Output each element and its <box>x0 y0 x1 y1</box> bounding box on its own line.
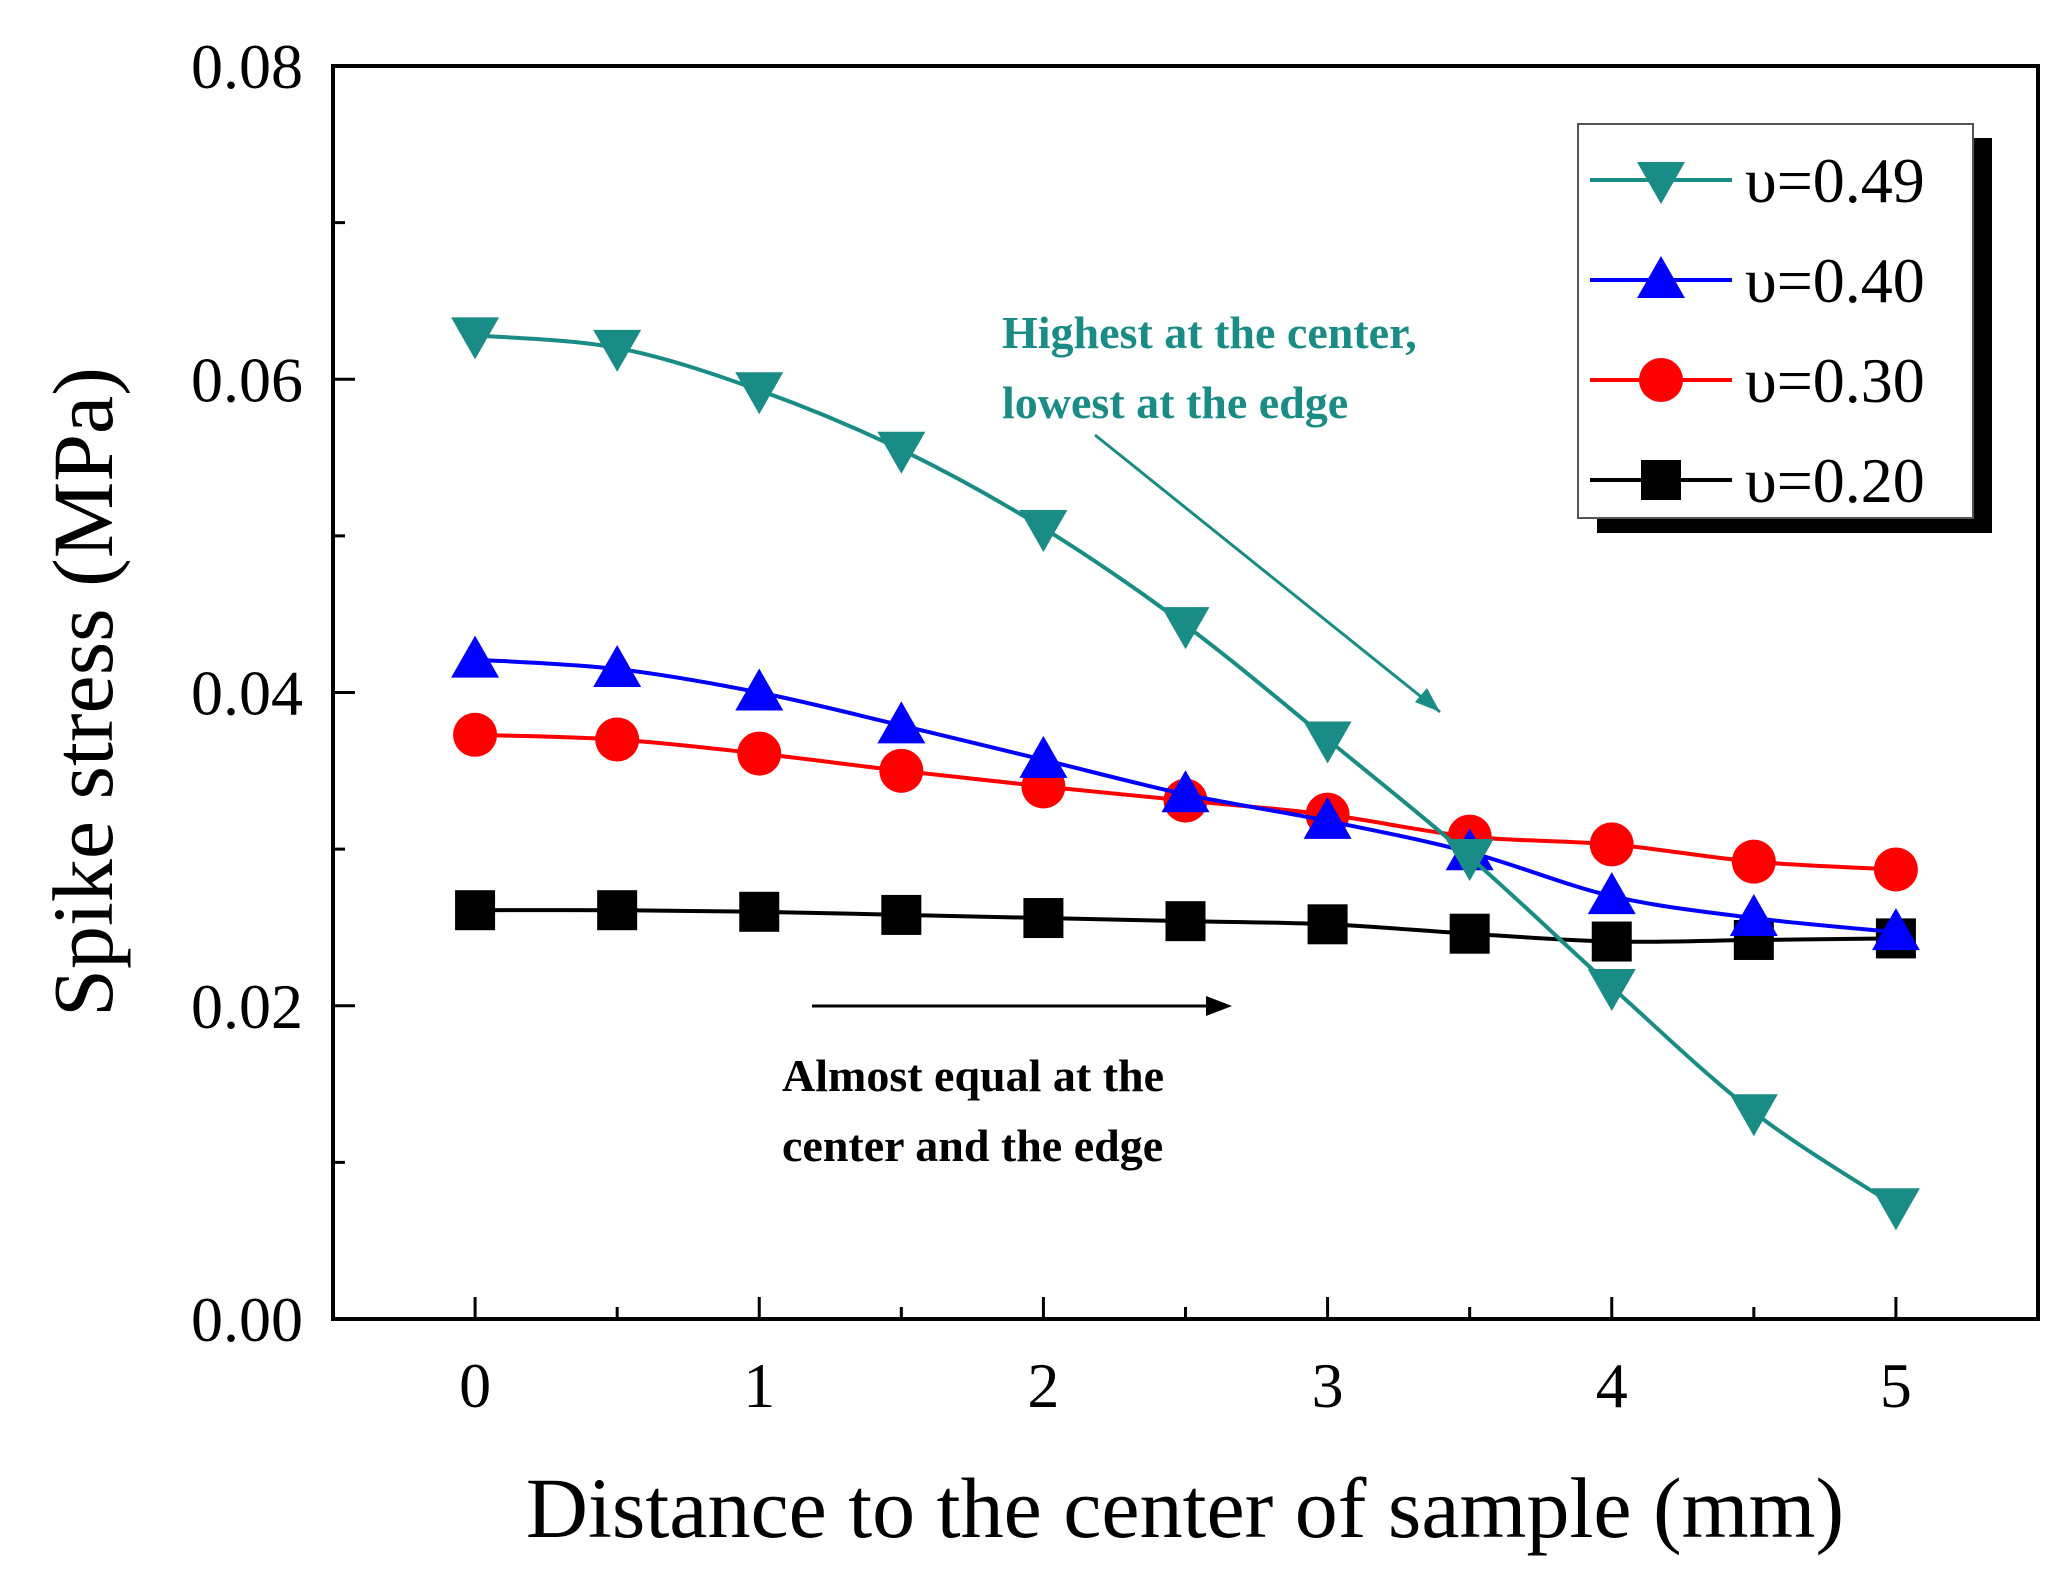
legend-item: υ=0.40 <box>1590 245 1925 316</box>
legend-item: υ=0.20 <box>1590 445 1925 516</box>
data-point <box>737 731 782 776</box>
data-point <box>1161 770 1210 813</box>
data-point <box>1591 921 1632 962</box>
data-point <box>1165 901 1206 942</box>
legend-label: υ=0.20 <box>1745 445 1925 516</box>
data-point <box>595 717 640 762</box>
data-point <box>593 645 642 688</box>
legend-item: υ=0.49 <box>1590 145 1925 216</box>
x-axis-title: Distance to the center of sample (mm) <box>526 1460 1844 1556</box>
data-point <box>1303 796 1352 839</box>
annotation-1-arrow <box>1094 433 1441 714</box>
annotation-2-line-2: center and the edge <box>782 1120 1163 1171</box>
x-tick-label: 4 <box>1596 1350 1628 1421</box>
data-point <box>877 701 926 744</box>
data-point <box>1729 894 1778 937</box>
data-point <box>455 890 496 931</box>
legend-items: υ=0.49 υ=0.40 υ=0.30 υ=0.20 <box>1590 145 1925 516</box>
y-tick-label: 0.04 <box>191 658 303 729</box>
y-tick-label: 0.00 <box>191 1284 303 1355</box>
data-point <box>739 891 780 932</box>
data-point <box>1307 904 1348 945</box>
data-point <box>1019 735 1068 778</box>
data-point <box>1587 872 1636 915</box>
y-axis-title: Spike stress (MPa) <box>35 367 131 1017</box>
data-point <box>1731 839 1776 884</box>
data-point <box>1303 721 1352 764</box>
legend-marker <box>1637 162 1685 204</box>
x-tick-label: 1 <box>743 1350 775 1421</box>
x-tick-label: 0 <box>459 1350 491 1421</box>
data-point <box>1161 607 1210 650</box>
data-point <box>1449 913 1490 954</box>
data-point <box>451 317 500 360</box>
data-point <box>735 668 784 711</box>
annotation-2-arrowhead <box>1206 996 1232 1016</box>
legend-marker <box>1639 358 1683 402</box>
legend-label: υ=0.30 <box>1745 345 1925 416</box>
x-tick-label: 3 <box>1312 1350 1344 1421</box>
data-point <box>735 372 784 415</box>
y-tick-label: 0.08 <box>191 31 303 102</box>
data-point <box>877 431 926 474</box>
data-point <box>451 635 500 678</box>
annotations: Highest at the center, lowest at the edg… <box>782 307 1441 1171</box>
x-tick-label: 2 <box>1027 1350 1059 1421</box>
data-point <box>879 748 924 793</box>
legend-box <box>1577 123 1974 519</box>
legend-label: υ=0.49 <box>1745 145 1925 216</box>
legend-marker <box>1637 256 1685 298</box>
legend: υ=0.49 υ=0.40 υ=0.30 υ=0.20 <box>1577 123 1992 533</box>
data-point <box>1873 847 1918 892</box>
series-line <box>474 333 1898 1208</box>
data-point <box>1871 1188 1920 1231</box>
axis-ticks: 0 1 2 3 4 5 0.00 0.02 0.04 0.06 0.08 <box>191 31 1912 1421</box>
data-point <box>597 890 638 931</box>
annotation-1-arrowhead <box>1415 688 1440 712</box>
data-point <box>1589 822 1634 867</box>
annotation-1-line-1: Highest at the center, <box>1002 307 1417 358</box>
legend-item: υ=0.30 <box>1590 345 1925 416</box>
data-point <box>593 329 642 372</box>
y-tick-label: 0.06 <box>191 344 303 415</box>
legend-marker <box>1641 460 1681 500</box>
data-point <box>1729 1094 1778 1137</box>
data-point <box>1023 898 1064 939</box>
data-point <box>881 894 922 935</box>
data-point <box>453 712 498 757</box>
y-tick-label: 0.02 <box>191 971 303 1042</box>
annotation-1-line-2: lowest at the edge <box>1002 377 1348 428</box>
series-υ=0.49 <box>451 317 1920 1231</box>
annotation-2-line-1: Almost equal at the <box>782 1050 1164 1101</box>
data-point <box>1587 968 1636 1011</box>
legend-label: υ=0.40 <box>1745 245 1925 316</box>
data-point <box>1019 510 1068 553</box>
data-point <box>1871 908 1920 951</box>
x-tick-label: 5 <box>1880 1350 1912 1421</box>
series-layer <box>451 317 1920 1231</box>
data-point <box>1445 838 1494 881</box>
